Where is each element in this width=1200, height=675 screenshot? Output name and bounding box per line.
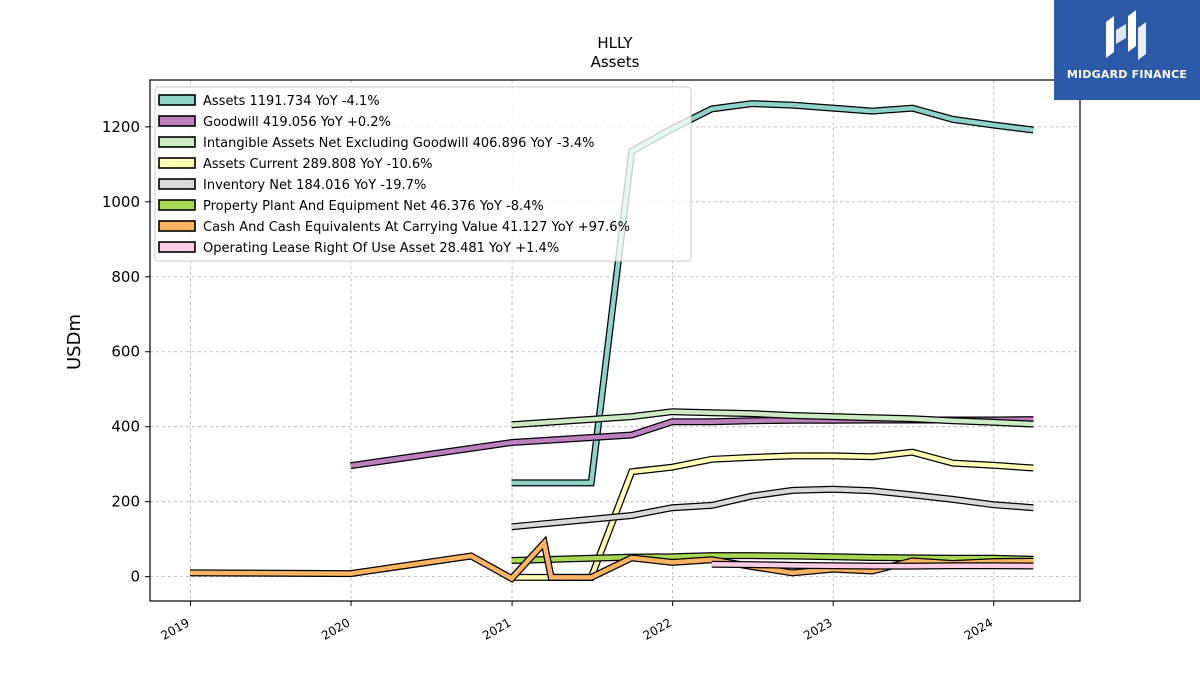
series-8 <box>711 560 1034 570</box>
series-line <box>189 538 1034 582</box>
legend-item: Goodwill 419.056 YoY +0.2% <box>158 115 391 130</box>
x-axis: 2019 2020 2021 2022 2023 2024 <box>159 601 995 643</box>
x-tick-label: 2022 <box>641 615 674 642</box>
legend-label: Inventory Net 184.016 YoY -19.7% <box>203 178 426 193</box>
x-tick-label: 2021 <box>480 615 513 642</box>
legend-item: Assets Current 289.808 YoY -10.6% <box>158 157 433 172</box>
legend-item: Operating Lease Right Of Use Asset 28.48… <box>158 241 559 256</box>
series-3 <box>511 408 1034 429</box>
y-axis-label: USDm <box>64 314 85 370</box>
legend-label: Operating Lease Right Of Use Asset 28.48… <box>203 241 559 256</box>
legend-item: Assets 1191.734 YoY -4.1% <box>158 94 380 109</box>
y-tick-label: 0 <box>130 568 140 586</box>
legend-item: Intangible Assets Net Excluding Goodwill… <box>158 136 594 151</box>
legend-label: Goodwill 419.056 YoY +0.2% <box>203 115 391 130</box>
legend-item: Property Plant And Equipment Net 46.376 … <box>158 199 544 214</box>
series-5 <box>511 485 1034 531</box>
series-7 <box>189 535 1034 583</box>
x-tick-label: 2024 <box>962 615 995 642</box>
series-line <box>511 553 1034 563</box>
series-line <box>511 449 1034 580</box>
series-6 <box>511 552 1034 564</box>
legend-swatch <box>158 220 196 232</box>
logo-text: MIDGARD FINANCE <box>1066 68 1188 81</box>
legend-label: Intangible Assets Net Excluding Goodwill… <box>203 136 594 151</box>
y-tick-label: 600 <box>111 343 140 361</box>
legend: Assets 1191.734 YoY -4.1% Goodwill 419.05… <box>154 86 692 262</box>
y-tick-label: 800 <box>111 268 140 286</box>
legend-label: Cash And Cash Equivalents At Carrying Va… <box>203 220 630 235</box>
series-layer <box>189 100 1034 583</box>
legend-frame <box>154 86 692 262</box>
y-tick-label: 400 <box>111 418 140 436</box>
legend-swatch <box>158 178 196 190</box>
y-tick-label: 1000 <box>102 193 140 211</box>
legend-swatch <box>158 94 196 106</box>
series-4 <box>511 448 1034 581</box>
y-axis: 0 200 400 600 800 1000 1200 <box>102 118 150 586</box>
legend-label: Property Plant And Equipment Net 46.376 … <box>203 199 544 214</box>
legend-swatch <box>158 199 196 211</box>
plot-frame <box>149 79 1081 602</box>
legend-swatch <box>158 157 196 169</box>
legend-label: Assets 1191.734 YoY -4.1% <box>203 94 380 109</box>
x-tick-label: 2020 <box>319 615 352 642</box>
chart-subtitle: Assets <box>591 53 640 71</box>
x-tick-label: 2023 <box>801 615 834 642</box>
legend-item: Cash And Cash Equivalents At Carrying Va… <box>158 220 630 235</box>
y-tick-label: 1200 <box>102 118 140 136</box>
brand-logo: MIDGARD FINANCE <box>1054 0 1200 100</box>
legend-swatch <box>158 241 196 253</box>
chart-title: HLLY <box>597 34 633 52</box>
series-line <box>511 409 1034 428</box>
legend-item: Inventory Net 184.016 YoY -19.7% <box>158 178 426 193</box>
logo-icon <box>1106 10 1146 60</box>
legend-swatch <box>158 115 196 127</box>
x-tick-label: 2019 <box>159 615 192 642</box>
series-line <box>711 562 1034 569</box>
series-line <box>511 487 1034 530</box>
legend-label: Assets Current 289.808 YoY -10.6% <box>203 157 433 172</box>
legend-swatch <box>158 136 196 148</box>
y-tick-label: 200 <box>111 493 140 511</box>
